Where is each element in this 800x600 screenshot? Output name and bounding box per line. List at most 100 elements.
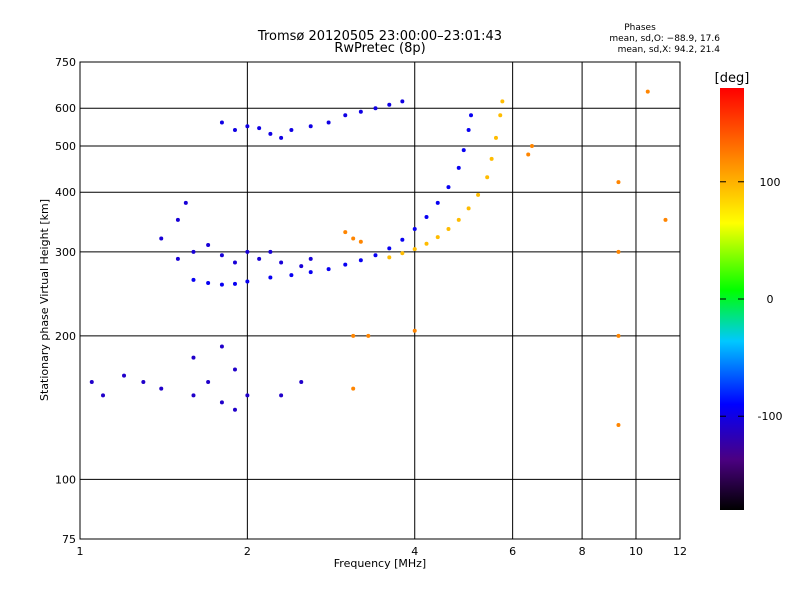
data-point [326, 267, 331, 272]
data-point [159, 386, 164, 391]
data-point [326, 120, 331, 125]
data-point [412, 328, 417, 333]
data-point [232, 128, 237, 133]
colorbar-tick-label: 100 [760, 176, 781, 189]
data-point [343, 230, 348, 235]
data-point [289, 273, 294, 278]
data-point [645, 89, 650, 94]
data-point [343, 113, 348, 118]
data-point [268, 131, 273, 136]
data-point [446, 185, 451, 190]
data-point [219, 400, 224, 405]
data-point [373, 253, 378, 258]
data-point [500, 99, 505, 104]
data-point [456, 165, 461, 170]
data-point [191, 277, 196, 282]
phase-heading: Phases [624, 23, 656, 33]
y-axis-label: Stationary phase Virtual Height [km] [38, 199, 51, 401]
data-point [424, 241, 429, 246]
data-point [466, 128, 471, 133]
data-point [461, 148, 466, 153]
data-point [299, 264, 304, 269]
data-point [358, 239, 363, 244]
y-tick-label: 600 [55, 102, 76, 115]
data-point [424, 214, 429, 219]
data-point [435, 200, 440, 205]
data-point [206, 281, 211, 286]
data-point [498, 113, 503, 118]
y-tick-label: 300 [55, 246, 76, 259]
x-tick-label: 2 [244, 545, 251, 558]
y-tick-label: 100 [55, 473, 76, 486]
grid-lines [80, 62, 680, 539]
data-point [351, 386, 356, 391]
data-point [191, 355, 196, 360]
colorbar-label: [deg] [715, 71, 750, 86]
phase-stats-x: mean, sd,X: 94.2, 21.4 [618, 45, 721, 55]
data-point [219, 120, 224, 125]
data-point [616, 180, 621, 185]
data-point [308, 256, 313, 261]
data-point [219, 253, 224, 258]
colorbar-tick-label: 0 [767, 293, 774, 306]
data-point [476, 192, 481, 197]
data-point [206, 243, 211, 248]
data-point [141, 380, 146, 385]
phase-stats-o: mean, sd,O: −88.9, 17.6 [609, 34, 720, 44]
data-points [89, 89, 668, 428]
data-point [485, 175, 490, 180]
data-point [289, 128, 294, 133]
x-tick-label: 8 [579, 545, 586, 558]
y-tick-label: 75 [62, 533, 76, 546]
data-point [175, 256, 180, 261]
data-point [175, 217, 180, 222]
data-point [387, 246, 392, 251]
data-point [122, 373, 127, 378]
data-point [366, 333, 371, 338]
data-point [232, 260, 237, 265]
x-tick-label: 1 [77, 545, 84, 558]
data-point [343, 262, 348, 267]
x-tick-label: 12 [673, 545, 687, 558]
data-point [351, 236, 356, 241]
data-point [435, 235, 440, 240]
x-axis-label: Frequency [MHz] [334, 557, 426, 570]
data-point [232, 367, 237, 372]
data-point [387, 255, 392, 260]
data-point [489, 156, 494, 161]
data-point [400, 99, 405, 104]
data-point [493, 135, 498, 140]
colorbar-tick-label: -100 [758, 410, 783, 423]
data-point [268, 249, 273, 254]
data-point [308, 124, 313, 129]
data-point [89, 380, 94, 385]
x-tick-label: 4 [411, 545, 418, 558]
data-point [245, 249, 250, 254]
data-point [616, 249, 621, 254]
data-point [400, 237, 405, 242]
data-point [232, 407, 237, 412]
y-tick-labels: 75 100 200 300 400 500 600 750 [55, 56, 76, 546]
data-point [400, 251, 405, 256]
data-point [245, 124, 250, 129]
data-point [412, 247, 417, 252]
y-tick-label: 200 [55, 330, 76, 343]
data-point [616, 333, 621, 338]
data-point [299, 380, 304, 385]
x-tick-labels: 1 2 4 6 8 10 12 [77, 545, 688, 558]
data-point [373, 106, 378, 111]
data-point [279, 260, 284, 265]
data-point [279, 393, 284, 398]
data-point [616, 423, 621, 428]
data-point [159, 236, 164, 241]
chart-subtitle: RwPretec (8p) [334, 41, 425, 56]
data-point [351, 333, 356, 338]
colorbar-ticks: 100 0 -100 [720, 176, 782, 423]
data-point [191, 249, 196, 254]
data-point [279, 135, 284, 140]
data-point [257, 256, 262, 261]
data-point [191, 393, 196, 398]
data-point [412, 226, 417, 231]
data-point [245, 393, 250, 398]
